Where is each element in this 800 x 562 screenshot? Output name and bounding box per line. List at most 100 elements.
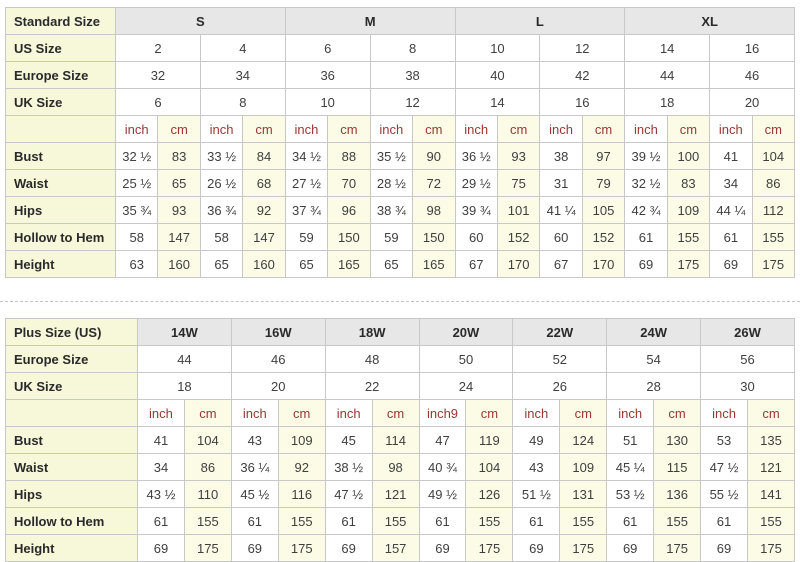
size-header-cell: 26W [700, 318, 795, 346]
measure-value-cell: 155 [183, 507, 232, 535]
measure-value-cell: 135 [746, 426, 796, 454]
size-value-cell: 20 [709, 88, 795, 116]
measure-value-cell: 109 [666, 196, 711, 224]
measure-value-cell: 96 [327, 196, 371, 224]
measure-value-cell: 35 ½ [369, 142, 414, 170]
measure-value-cell: 68 [242, 169, 286, 197]
size-value-cell: 30 [700, 372, 795, 400]
size-value-cell: 28 [606, 372, 702, 400]
unit-header-cell: cm [412, 115, 456, 143]
size-header-cell: 24W [606, 318, 702, 346]
table-corner-label: Standard Size [5, 7, 116, 35]
unit-header-cell: cm [581, 115, 626, 143]
measure-value-cell: 32 ½ [624, 169, 668, 197]
measure-value-cell: 41 [137, 426, 185, 454]
measure-value-cell: 65 [157, 169, 201, 197]
size-value-cell: 32 [115, 61, 201, 89]
measure-value-cell: 119 [465, 426, 514, 454]
measure-value-cell: 83 [157, 142, 201, 170]
measure-value-cell: 58 [199, 223, 244, 251]
unit-header-cell: inch [512, 399, 561, 427]
measure-value-cell: 92 [277, 453, 326, 481]
measure-value-cell: 175 [653, 534, 702, 562]
unit-header-cell: cm [277, 399, 326, 427]
measure-value-cell: 155 [465, 507, 514, 535]
measure-value-cell: 26 ½ [199, 169, 244, 197]
unit-header-cell: cm [242, 115, 286, 143]
measure-value-cell: 69 [700, 534, 748, 562]
measure-value-cell: 150 [327, 223, 371, 251]
size-value-cell: 46 [709, 61, 795, 89]
size-value-cell: 52 [512, 345, 608, 373]
measure-value-cell: 61 [512, 507, 561, 535]
measure-value-cell: 84 [242, 142, 286, 170]
measure-value-cell: 61 [700, 507, 748, 535]
measurement-row: Hips 43 ½ 110 45 ½ 116 47 ½ 121 49 ½ 126 51 ½ 131 5… [5, 480, 796, 508]
measure-value-cell: 34 ½ [284, 142, 329, 170]
measure-value-cell: 155 [746, 507, 796, 535]
measure-value-cell: 65 [199, 250, 244, 278]
measure-value-cell: 33 ½ [199, 142, 244, 170]
measure-value-cell: 155 [371, 507, 420, 535]
measure-value-cell: 104 [751, 142, 796, 170]
size-value-cell: 6 [284, 34, 371, 62]
unit-header-cell: cm [327, 115, 371, 143]
measure-value-cell: 61 [418, 507, 467, 535]
measure-value-cell: 69 [606, 534, 655, 562]
measure-value-cell: 39 ½ [624, 142, 668, 170]
size-value-cell: 54 [606, 345, 702, 373]
row-label: Waist [5, 453, 138, 481]
size-header-cell: 18W [324, 318, 420, 346]
measure-value-cell: 115 [653, 453, 702, 481]
measurement-row: Height 63 160 65 160 65 165 65 165 67 170 67 170 69 17… [5, 250, 796, 278]
measure-value-cell: 53 ½ [606, 480, 655, 508]
measure-value-cell: 25 ½ [114, 169, 159, 197]
size-conversion-row: US Size 2 4 6 8 10 12 14 16 [5, 34, 795, 62]
measure-value-cell: 41 ¼ [539, 196, 583, 224]
size-group-header-row: Standard Size S M L XL [5, 7, 795, 35]
size-value-cell: 44 [137, 345, 232, 373]
measure-value-cell: 49 ½ [418, 480, 467, 508]
measure-value-cell: 155 [653, 507, 702, 535]
unit-header-cell: inch [624, 115, 668, 143]
measure-value-cell: 61 [624, 223, 668, 251]
standard-size-table: Standard Size S M L XL US Size 2 4 6 8 10 12 14 16 Eur… [5, 7, 796, 278]
size-value-cell: 6 [115, 88, 201, 116]
size-value-cell: 42 [539, 61, 626, 89]
size-value-cell: 10 [284, 88, 371, 116]
size-value-cell: 18 [137, 372, 232, 400]
measure-value-cell: 175 [751, 250, 796, 278]
measure-value-cell: 34 [137, 453, 185, 481]
measure-value-cell: 98 [371, 453, 420, 481]
unit-header-cell: inch [454, 115, 498, 143]
size-value-cell: 4 [199, 34, 286, 62]
measure-value-cell: 92 [242, 196, 286, 224]
unit-header-cell: cm [666, 115, 711, 143]
row-label: UK Size [5, 88, 116, 116]
plus-size-table: Plus Size (US) 14W 16W 18W 20W 22W 24W 26W Europ… [5, 318, 796, 562]
measure-value-cell: 109 [277, 426, 326, 454]
size-value-cell: 14 [624, 34, 711, 62]
unit-header-row: inch cm inch cm inch cm inch9 cm inch cm inch cm inc… [5, 399, 796, 427]
size-header-cell: M [284, 7, 456, 35]
size-value-cell: 12 [369, 88, 456, 116]
row-label: Height [5, 250, 116, 278]
measure-value-cell: 116 [277, 480, 326, 508]
row-label: UK Size [5, 372, 138, 400]
measure-value-cell: 36 ¾ [199, 196, 244, 224]
measure-value-cell: 59 [369, 223, 414, 251]
size-header-cell: L [454, 7, 626, 35]
measure-value-cell: 155 [666, 223, 711, 251]
measure-value-cell: 55 ½ [700, 480, 748, 508]
size-value-cell: 46 [230, 345, 326, 373]
measure-value-cell: 51 [606, 426, 655, 454]
measure-value-cell: 112 [751, 196, 796, 224]
dashed-divider [0, 301, 800, 302]
unit-header-cell: cm [653, 399, 702, 427]
size-value-cell: 2 [115, 34, 201, 62]
unit-header-cell: cm [465, 399, 514, 427]
measure-value-cell: 175 [746, 534, 796, 562]
unit-header-cell: inch [284, 115, 329, 143]
measure-value-cell: 69 [512, 534, 561, 562]
